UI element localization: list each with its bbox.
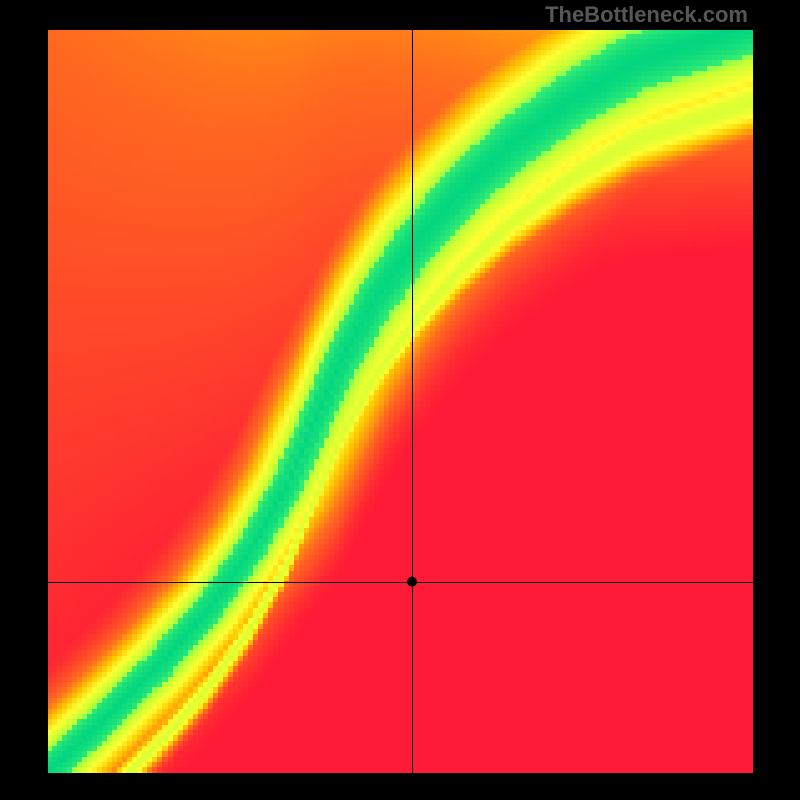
attribution-text: TheBottleneck.com: [545, 2, 748, 28]
chart-container: TheBottleneck.com: [0, 0, 800, 800]
bottleneck-heatmap: [0, 0, 800, 800]
